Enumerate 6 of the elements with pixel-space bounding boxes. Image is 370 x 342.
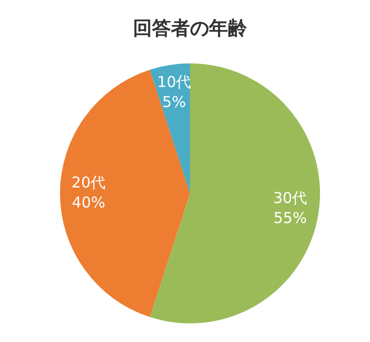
data-label: 5% <box>162 93 186 112</box>
slice-label: 30代 <box>273 189 308 208</box>
data-label: 40% <box>72 193 106 212</box>
slice-label: 20代 <box>72 173 106 192</box>
data-label: 55% <box>273 209 307 228</box>
chart-title: 回答者の年齢 <box>133 17 248 40</box>
